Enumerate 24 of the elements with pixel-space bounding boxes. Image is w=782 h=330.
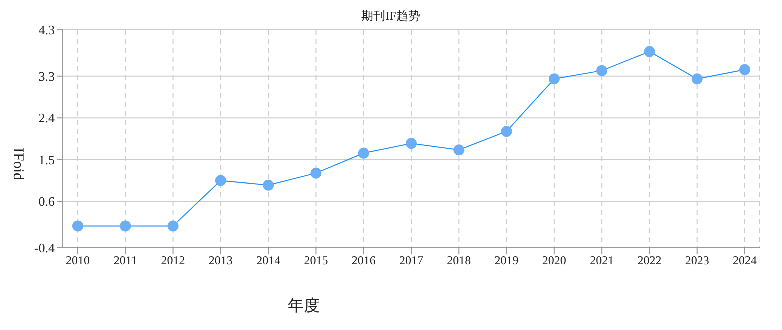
x-tick-label: 2022 — [638, 254, 662, 268]
x-tick-label: 2012 — [161, 254, 186, 268]
x-tick-label: 2023 — [685, 254, 710, 268]
y-tick-label: 3.3 — [38, 69, 55, 84]
x-tick-label: 2018 — [447, 254, 472, 268]
x-tick-label: 2011 — [114, 254, 138, 268]
x-tick-label: 2014 — [256, 254, 281, 268]
y-tick-label: 4.3 — [38, 22, 55, 38]
x-tick-label: 2017 — [400, 254, 424, 268]
x-tick-label: 2019 — [494, 254, 519, 268]
x-tick-label: 2015 — [304, 254, 328, 268]
x-tick-label: 2013 — [208, 254, 233, 268]
y-tick-label: 0.6 — [38, 194, 56, 210]
y-tick-label: -0.4 — [34, 240, 56, 256]
x-tick-label: 2016 — [352, 254, 376, 268]
y-tick-label: 2.4 — [38, 110, 56, 126]
x-tick-label: 2020 — [542, 254, 566, 268]
y-axis-title: IFoid — [9, 148, 27, 183]
x-tick-label: 2010 — [66, 254, 90, 268]
x-tick-label: 2024 — [733, 254, 757, 268]
y-tick-label: 1.5 — [38, 152, 55, 168]
chart-title: 期刊IF趋势 — [362, 9, 420, 23]
x-axis-title: 年度 — [288, 296, 320, 317]
x-tick-label: 2021 — [590, 254, 614, 268]
